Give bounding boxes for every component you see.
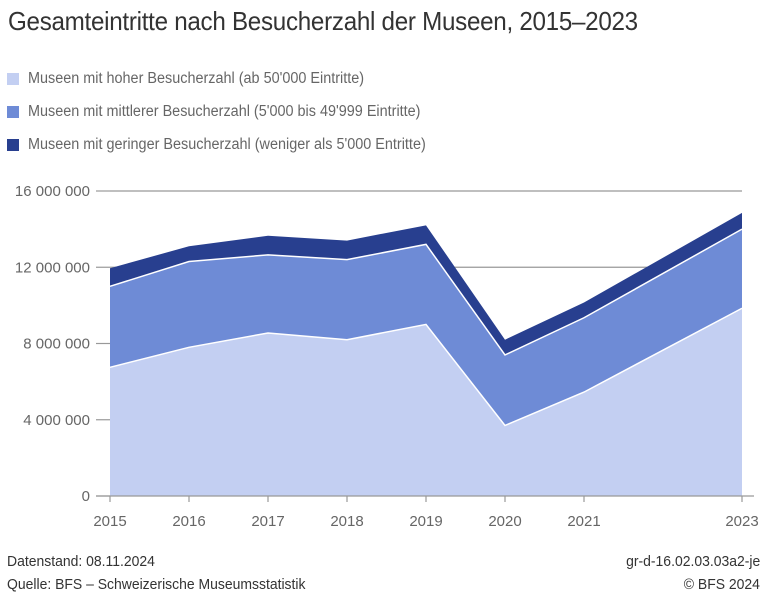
legend-label-medium: Museen mit mittlerer Besucherzahl (5'000… bbox=[28, 102, 421, 120]
chart-title: Gesamteintritte nach Besucherzahl der Mu… bbox=[8, 6, 638, 36]
legend-swatch-high bbox=[7, 72, 19, 85]
series-boundary-line bbox=[109, 228, 743, 356]
x-tick-label: 2015 bbox=[93, 513, 126, 530]
legend-swatch-low bbox=[7, 138, 19, 151]
legend-item-medium: Museen mit mittlerer Besucherzahl (5'000… bbox=[7, 95, 456, 128]
y-tick-label: 8 000 000 bbox=[23, 336, 90, 353]
data-date: Datenstand: 08.11.2024 bbox=[7, 553, 155, 570]
y-tick-label: 12 000 000 bbox=[15, 259, 90, 276]
area-medium bbox=[110, 229, 742, 426]
axes: 0 4 000 000 8 000 000 12 000 000 16 000 000 2… bbox=[15, 183, 759, 530]
series-boundary-line bbox=[109, 307, 743, 427]
x-tick-label: 2017 bbox=[251, 513, 284, 530]
stacked-areas bbox=[109, 212, 743, 496]
y-tick-label: 4 000 000 bbox=[23, 412, 90, 429]
legend-label-low: Museen mit geringer Besucherzahl (wenige… bbox=[28, 135, 426, 153]
legend: Museen mit hoher Besucherzahl (ab 50'000… bbox=[7, 62, 456, 161]
x-tick-label: 2019 bbox=[409, 513, 442, 530]
x-tick-label: 2023 bbox=[725, 513, 758, 530]
legend-swatch-medium bbox=[7, 105, 19, 118]
y-tick-label: 0 bbox=[82, 488, 90, 505]
legend-item-high: Museen mit hoher Besucherzahl (ab 50'000… bbox=[7, 62, 456, 95]
chart-code: gr-d-16.02.03.03a2-je bbox=[625, 553, 760, 570]
data-source: Quelle: BFS – Schweizerische Museumsstat… bbox=[7, 576, 306, 593]
x-tick-label: 2020 bbox=[488, 513, 521, 530]
y-tick-label: 16 000 000 bbox=[15, 183, 90, 200]
x-tick-label: 2021 bbox=[567, 513, 600, 530]
area-high bbox=[110, 308, 742, 496]
x-tick-label: 2016 bbox=[172, 513, 205, 530]
legend-label-high: Museen mit hoher Besucherzahl (ab 50'000… bbox=[28, 69, 365, 87]
area-low bbox=[110, 212, 742, 355]
copyright: © BFS 2024 bbox=[683, 576, 760, 593]
legend-item-low: Museen mit geringer Besucherzahl (wenige… bbox=[7, 128, 456, 161]
x-tick-label: 2018 bbox=[330, 513, 363, 530]
